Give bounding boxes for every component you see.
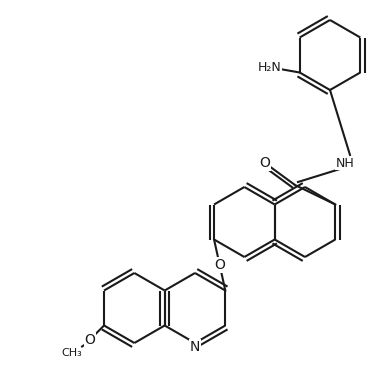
Text: NH: NH — [336, 156, 354, 169]
Text: CH₃: CH₃ — [62, 348, 82, 359]
Text: O: O — [214, 258, 225, 272]
Text: O: O — [85, 332, 95, 347]
Text: O: O — [260, 156, 270, 170]
Text: H₂N: H₂N — [258, 61, 282, 74]
Text: N: N — [190, 340, 200, 354]
